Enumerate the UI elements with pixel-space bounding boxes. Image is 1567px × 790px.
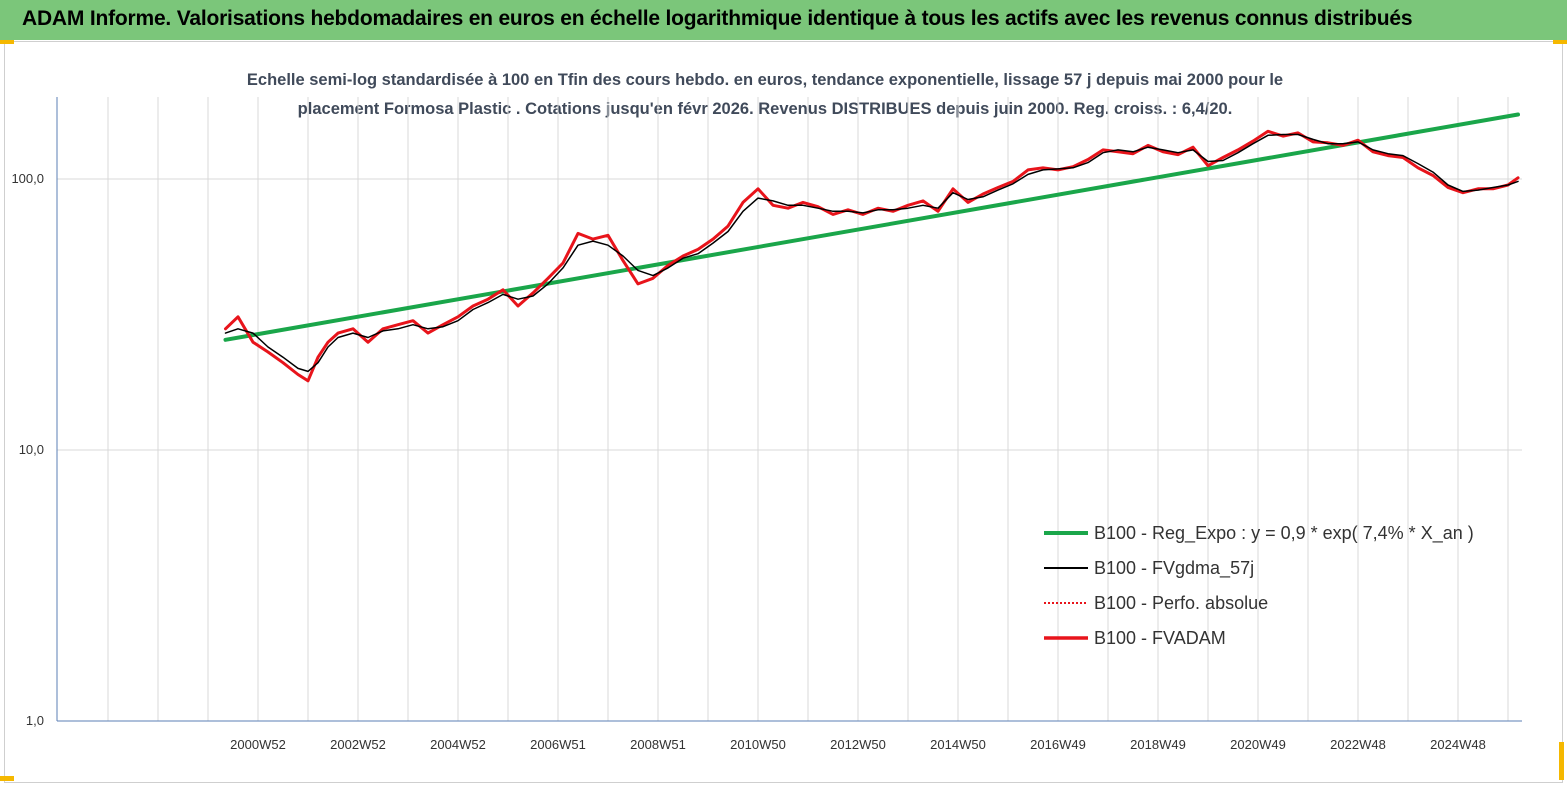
x-tick-label: 2000W52 bbox=[230, 737, 286, 752]
corner-marker-right-bottom bbox=[1559, 742, 1564, 780]
x-tick-label: 2022W48 bbox=[1330, 737, 1386, 752]
chart-subtitle-line-1: Echelle semi-log standardisée à 100 en T… bbox=[246, 71, 1284, 89]
series-layer bbox=[223, 112, 1520, 383]
chart-subtitle-line-2: placement Formosa Plastic . Cotations ju… bbox=[297, 100, 1233, 118]
chart-legend: B100 - Reg_Expo : y = 0,9 * exp( 7,4% * … bbox=[1044, 523, 1474, 648]
x-tick-label: 2008W51 bbox=[630, 737, 686, 752]
legend-label: B100 - FVADAM bbox=[1094, 628, 1226, 648]
x-tick-label: 2002W52 bbox=[330, 737, 386, 752]
chart-subtitle: Echelle semi-log standardisée à 100 en T… bbox=[150, 66, 1380, 124]
x-tick-label: 2014W50 bbox=[930, 737, 986, 752]
x-tick-label: 2004W52 bbox=[430, 737, 486, 752]
x-tick-label: 2012W50 bbox=[830, 737, 886, 752]
series-regression-line bbox=[223, 112, 1520, 342]
x-tick-label: 2010W50 bbox=[730, 737, 786, 752]
chart-frame bbox=[4, 41, 1563, 783]
y-tick-label: 1,0 bbox=[26, 713, 44, 728]
legend-label: B100 - FVgdma_57j bbox=[1094, 558, 1254, 579]
x-tick-label: 2006W51 bbox=[530, 737, 586, 752]
grid-layer bbox=[57, 97, 1522, 721]
y-tick-label: 100,0 bbox=[11, 171, 44, 186]
corner-marker-bottom-left bbox=[0, 776, 14, 781]
corner-marker-top-right bbox=[1553, 40, 1567, 44]
series-fvadam-line bbox=[224, 129, 1520, 383]
x-tick-label: 2024W48 bbox=[1430, 737, 1486, 752]
x-tick-label: 2016W49 bbox=[1030, 737, 1086, 752]
y-tick-label: 10,0 bbox=[19, 442, 44, 457]
legend-label: B100 - Perfo. absolue bbox=[1094, 593, 1268, 613]
corner-marker-top-left bbox=[0, 40, 14, 44]
x-tick-label: 2020W49 bbox=[1230, 737, 1286, 752]
axis-layer: 1,0 10,0 100,0 2000W52 2002W52 2004W52 2006W51… bbox=[11, 97, 1522, 752]
header-banner: ADAM Informe. Valorisations hebdomadaire… bbox=[0, 0, 1567, 40]
page-title: ADAM Informe. Valorisations hebdomadaire… bbox=[22, 7, 1413, 30]
series-smoothed-line bbox=[224, 133, 1519, 373]
legend-label: B100 - Reg_Expo : y = 0,9 * exp( 7,4% * … bbox=[1094, 523, 1474, 544]
x-tick-label: 2018W49 bbox=[1130, 737, 1186, 752]
